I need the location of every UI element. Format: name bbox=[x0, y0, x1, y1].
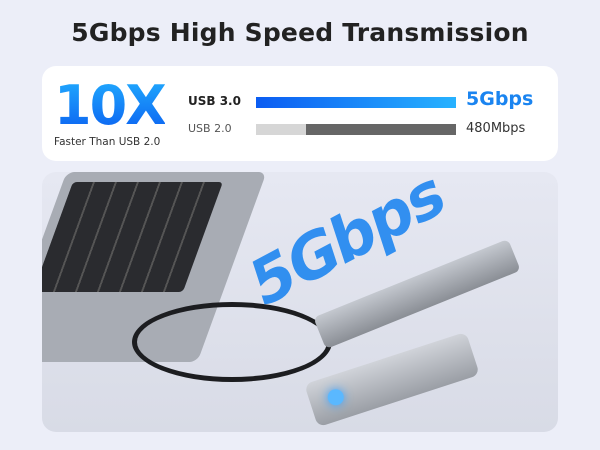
usb2-bar bbox=[256, 124, 456, 135]
multiplier: 10X bbox=[54, 74, 167, 137]
usb3-bar bbox=[256, 97, 456, 108]
led-icon bbox=[325, 387, 346, 408]
page-title: 5Gbps High Speed Transmission bbox=[71, 18, 529, 47]
multiplier-caption: Faster Than USB 2.0 bbox=[54, 136, 161, 148]
usb2-bar-fill bbox=[256, 124, 306, 135]
usb2-label: USB 2.0 bbox=[188, 122, 232, 135]
usb3-label: USB 3.0 bbox=[188, 94, 241, 108]
keyboard-image bbox=[42, 182, 223, 292]
usb3-speed: 5Gbps bbox=[466, 88, 534, 110]
cable-image bbox=[132, 302, 332, 382]
speed-comparison-card: 10X Faster Than USB 2.0 USB 3.0 5Gbps US… bbox=[42, 66, 558, 161]
usb2-speed: 480Mbps bbox=[466, 121, 526, 136]
product-photo: 5Gbps bbox=[42, 172, 558, 432]
